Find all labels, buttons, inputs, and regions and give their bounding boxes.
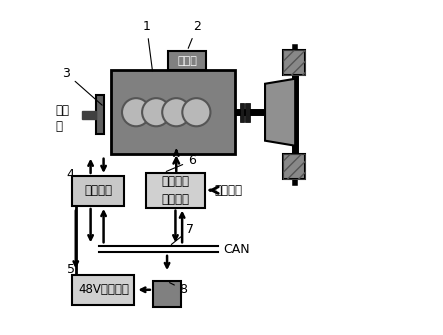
- Text: 48V电池系统: 48V电池系统: [78, 283, 129, 296]
- Text: 皮带
轮: 皮带 轮: [56, 105, 70, 133]
- Bar: [96, 95, 104, 134]
- Bar: [82, 111, 96, 119]
- Bar: [72, 176, 124, 206]
- Bar: [284, 154, 305, 179]
- Text: CAN: CAN: [223, 243, 250, 256]
- Bar: [72, 275, 134, 305]
- Text: 2: 2: [188, 20, 201, 48]
- Text: 6: 6: [166, 154, 196, 172]
- Text: 启动机: 启动机: [177, 56, 197, 66]
- Text: 7: 7: [171, 223, 194, 245]
- Circle shape: [142, 98, 170, 126]
- Text: 1: 1: [143, 20, 152, 71]
- Text: 5: 5: [67, 263, 75, 284]
- Text: 8: 8: [170, 283, 188, 296]
- Text: 3: 3: [62, 67, 102, 105]
- Bar: [284, 50, 305, 75]
- Text: 4: 4: [67, 168, 74, 181]
- Bar: [153, 281, 181, 307]
- Polygon shape: [265, 79, 295, 146]
- Text: 车身信号: 车身信号: [215, 184, 243, 197]
- Circle shape: [183, 98, 210, 126]
- Bar: [284, 50, 305, 75]
- Bar: [168, 51, 206, 70]
- Bar: [245, 103, 250, 122]
- Text: 发动机启
停控制器: 发动机启 停控制器: [161, 175, 190, 206]
- Bar: [111, 70, 235, 154]
- Bar: [240, 103, 244, 122]
- Circle shape: [162, 98, 190, 126]
- Bar: [284, 154, 305, 179]
- Text: 驱动电机: 驱动电机: [84, 185, 113, 197]
- Bar: [146, 173, 205, 208]
- Circle shape: [122, 98, 150, 126]
